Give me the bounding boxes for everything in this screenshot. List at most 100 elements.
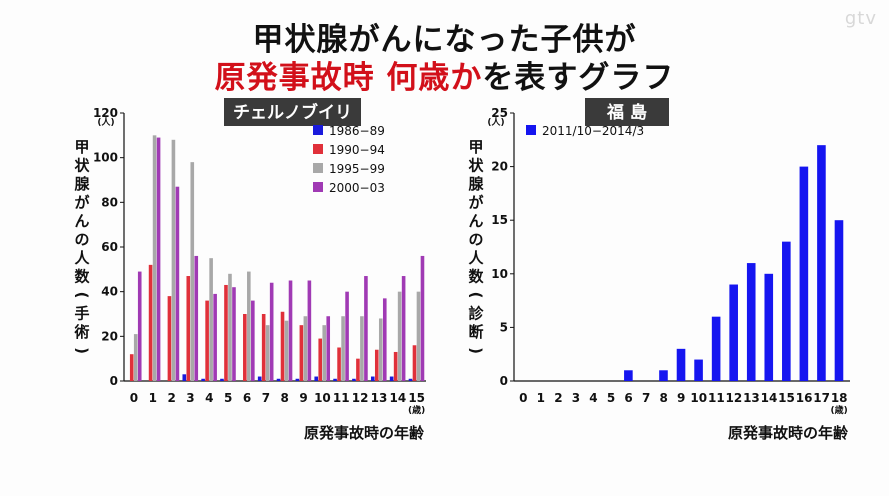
bar-1990−94-9 xyxy=(299,325,304,381)
y-axis-label-char: 甲 xyxy=(468,138,483,156)
legend-label: 1995−99 xyxy=(329,162,385,176)
bar-2000−03-0 xyxy=(137,271,142,381)
x-tick-label: 3 xyxy=(186,391,194,405)
y-tick-label: 0 xyxy=(110,374,118,388)
bar-2011/10−2014/3-18 xyxy=(834,220,844,381)
headline-rest: を表すグラフ xyxy=(482,60,675,96)
x-tick-label: 11 xyxy=(708,391,725,405)
watermark: gtv xyxy=(844,8,877,29)
y-tick-label: 80 xyxy=(101,195,118,209)
y-tick-label: 40 xyxy=(101,285,118,299)
bar-1995−99-8 xyxy=(284,320,289,381)
y-axis-label-char: 人 xyxy=(468,249,484,267)
y-tick-label: 20 xyxy=(101,329,118,343)
bar-2000−03-12 xyxy=(364,276,368,381)
bar-2011/10−2014/3-8 xyxy=(659,370,668,381)
bar-2011/10−2014/3-17 xyxy=(817,145,826,381)
bar-2000−03-14 xyxy=(401,276,406,381)
x-tick-label: 15 xyxy=(778,391,795,405)
x-tick-label: 8 xyxy=(659,391,667,405)
bar-1995−99-2 xyxy=(171,139,176,381)
x-tick-label: 14 xyxy=(761,391,778,405)
y-axis-label-char: 診 xyxy=(468,305,484,323)
legend-swatch xyxy=(526,125,536,135)
bar-1990−94-5 xyxy=(224,284,228,381)
bar-1986−89-13 xyxy=(370,376,375,381)
x-tick-label: 2 xyxy=(554,391,562,405)
legend-swatch xyxy=(313,182,323,192)
bar-1990−94-11 xyxy=(337,347,341,381)
x-tick-label: 13 xyxy=(371,391,388,405)
x-tick-label: 1 xyxy=(537,391,545,405)
bar-1995−99-4 xyxy=(209,258,213,381)
bar-2000−03-8 xyxy=(288,280,293,381)
bar-2000−03-1 xyxy=(156,137,161,381)
x-tick-label: 17 xyxy=(813,391,830,405)
bar-1990−94-8 xyxy=(280,311,285,381)
y-axis-label-char: 腺 xyxy=(74,175,90,193)
bar-2011/10−2014/3-13 xyxy=(746,263,756,381)
bar-1995−99-10 xyxy=(322,325,327,381)
legend-label: 2011/10−2014/3 xyxy=(542,124,644,138)
x-tick-label: 0 xyxy=(130,391,138,405)
bar-2000−03-5 xyxy=(232,287,236,381)
bar-1995−99-11 xyxy=(341,316,345,381)
panel-title-background xyxy=(585,98,669,126)
y-tick-label: 120 xyxy=(93,106,118,120)
x-tick-label: 4 xyxy=(589,391,597,405)
y-axis-label-char: ) xyxy=(73,347,91,354)
bar-2011/10−2014/3-12 xyxy=(729,284,738,381)
legend-swatch xyxy=(313,125,323,135)
bar-2000−03-6 xyxy=(251,300,255,381)
bar-1986−89-8 xyxy=(276,378,281,381)
x-tick-label: 15 xyxy=(408,391,425,405)
y-axis-label-char: 断 xyxy=(468,323,483,341)
y-axis-label-char: の xyxy=(74,231,89,249)
bar-2011/10−2014/3-14 xyxy=(764,273,774,381)
bar-1986−89-4 xyxy=(201,378,205,381)
legend-swatch xyxy=(313,144,323,154)
x-tick-label: 9 xyxy=(677,391,685,405)
y-tick-label: 100 xyxy=(93,151,118,165)
y-tick-label: 20 xyxy=(491,160,508,174)
bar-1990−94-3 xyxy=(186,276,191,381)
bar-1990−94-4 xyxy=(205,300,209,381)
x-tick-label: 6 xyxy=(624,391,632,405)
y-tick-label: 15 xyxy=(491,213,508,227)
bar-1995−99-5 xyxy=(228,273,232,381)
bar-1990−94-12 xyxy=(356,358,360,381)
bar-2000−03-15 xyxy=(420,255,425,381)
headline-line2: 原発事故時 何歳かを表すグラフ xyxy=(0,52,889,97)
y-tick-label: 10 xyxy=(491,267,508,281)
bar-1990−94-13 xyxy=(374,349,379,381)
y-axis-label-char: ん xyxy=(74,212,89,230)
bar-2000−03-3 xyxy=(194,255,199,381)
bar-2011/10−2014/3-15 xyxy=(782,241,791,381)
x-tick-label: 9 xyxy=(299,391,307,405)
bar-1986−89-5 xyxy=(220,378,224,381)
bar-2011/10−2014/3-10 xyxy=(694,359,703,381)
bar-1995−99-6 xyxy=(247,271,251,381)
bar-1986−89-15 xyxy=(408,378,413,381)
bar-2011/10−2014/3-6 xyxy=(624,370,633,381)
bar-2000−03-7 xyxy=(269,282,274,381)
bar-1995−99-14 xyxy=(397,291,402,381)
panel-title: チェルノブイリ xyxy=(233,102,352,123)
x-tick-label: 0 xyxy=(519,391,527,405)
bar-1986−89-14 xyxy=(389,376,394,381)
y-tick-label: 5 xyxy=(500,320,508,334)
panel-title: 福 島 xyxy=(606,102,647,123)
y-tick-label: 25 xyxy=(491,106,508,120)
bar-1990−94-7 xyxy=(261,314,266,381)
bar-1986−89-9 xyxy=(295,378,300,381)
x-tick-label: 1 xyxy=(149,391,157,405)
bar-1995−99-3 xyxy=(190,162,195,381)
y-axis-label-char: ( xyxy=(73,292,91,299)
bar-2011/10−2014/3-9 xyxy=(676,348,686,381)
legend-swatch xyxy=(313,163,323,173)
bar-2000−03-13 xyxy=(382,298,387,381)
y-axis-label-char: 腺 xyxy=(468,175,484,193)
